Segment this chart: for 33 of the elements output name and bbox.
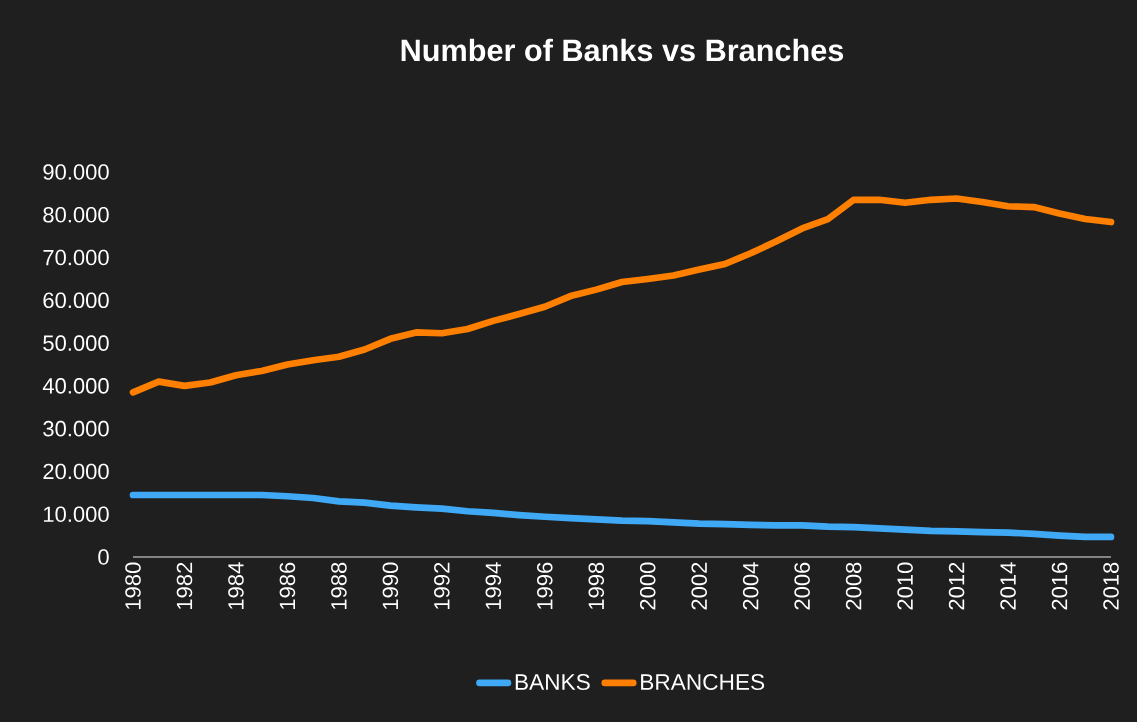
- y-tick-label: 90.000: [43, 164, 109, 180]
- y-tick-label: 40.000: [42, 378, 109, 394]
- x-tick-label: 1998: [588, 562, 605, 609]
- y-tick-label: 80.000: [43, 206, 109, 223]
- x-tick-label: 2000: [639, 562, 656, 610]
- x-tick-label: 2010: [897, 562, 913, 610]
- x-tick-label: 2008: [845, 562, 862, 610]
- x-tick-label: 1984: [228, 562, 244, 609]
- x-tick-label: 1986: [279, 562, 296, 609]
- legend-label: BANKS: [515, 673, 590, 691]
- x-tick-label: 2004: [742, 562, 759, 610]
- x-tick-label: 2014: [1000, 562, 1016, 610]
- x-tick-label: 2002: [691, 562, 707, 610]
- x-tick-label: 1992: [434, 562, 450, 609]
- y-tick-label: 10.000: [44, 506, 109, 522]
- y-tick-label: 60.000: [43, 292, 109, 309]
- x-tick-label: 1988: [331, 562, 347, 609]
- x-tick-label: 2018: [1103, 562, 1119, 610]
- y-tick-label: 0: [98, 549, 109, 565]
- y-tick-label: 70.000: [43, 249, 109, 266]
- x-tick-label: 2012: [948, 562, 965, 610]
- x-tick-label: 2006: [794, 562, 810, 610]
- x-tick-label: 1996: [537, 562, 553, 609]
- x-tick-label: 1980: [125, 562, 141, 609]
- x-tick-label: 2016: [1051, 562, 1068, 610]
- y-tick-label: 50.000: [43, 335, 109, 351]
- x-tick-label: 1982: [176, 562, 193, 609]
- chart-title: Number of Banks vs Branches: [401, 38, 844, 62]
- x-tick-label: 1994: [485, 562, 502, 609]
- x-tick-label: 1990: [382, 562, 399, 609]
- y-tick-label: 30.000: [43, 420, 109, 437]
- legend-label: BRANCHES: [641, 673, 765, 691]
- y-tick-label: 20.000: [43, 463, 109, 480]
